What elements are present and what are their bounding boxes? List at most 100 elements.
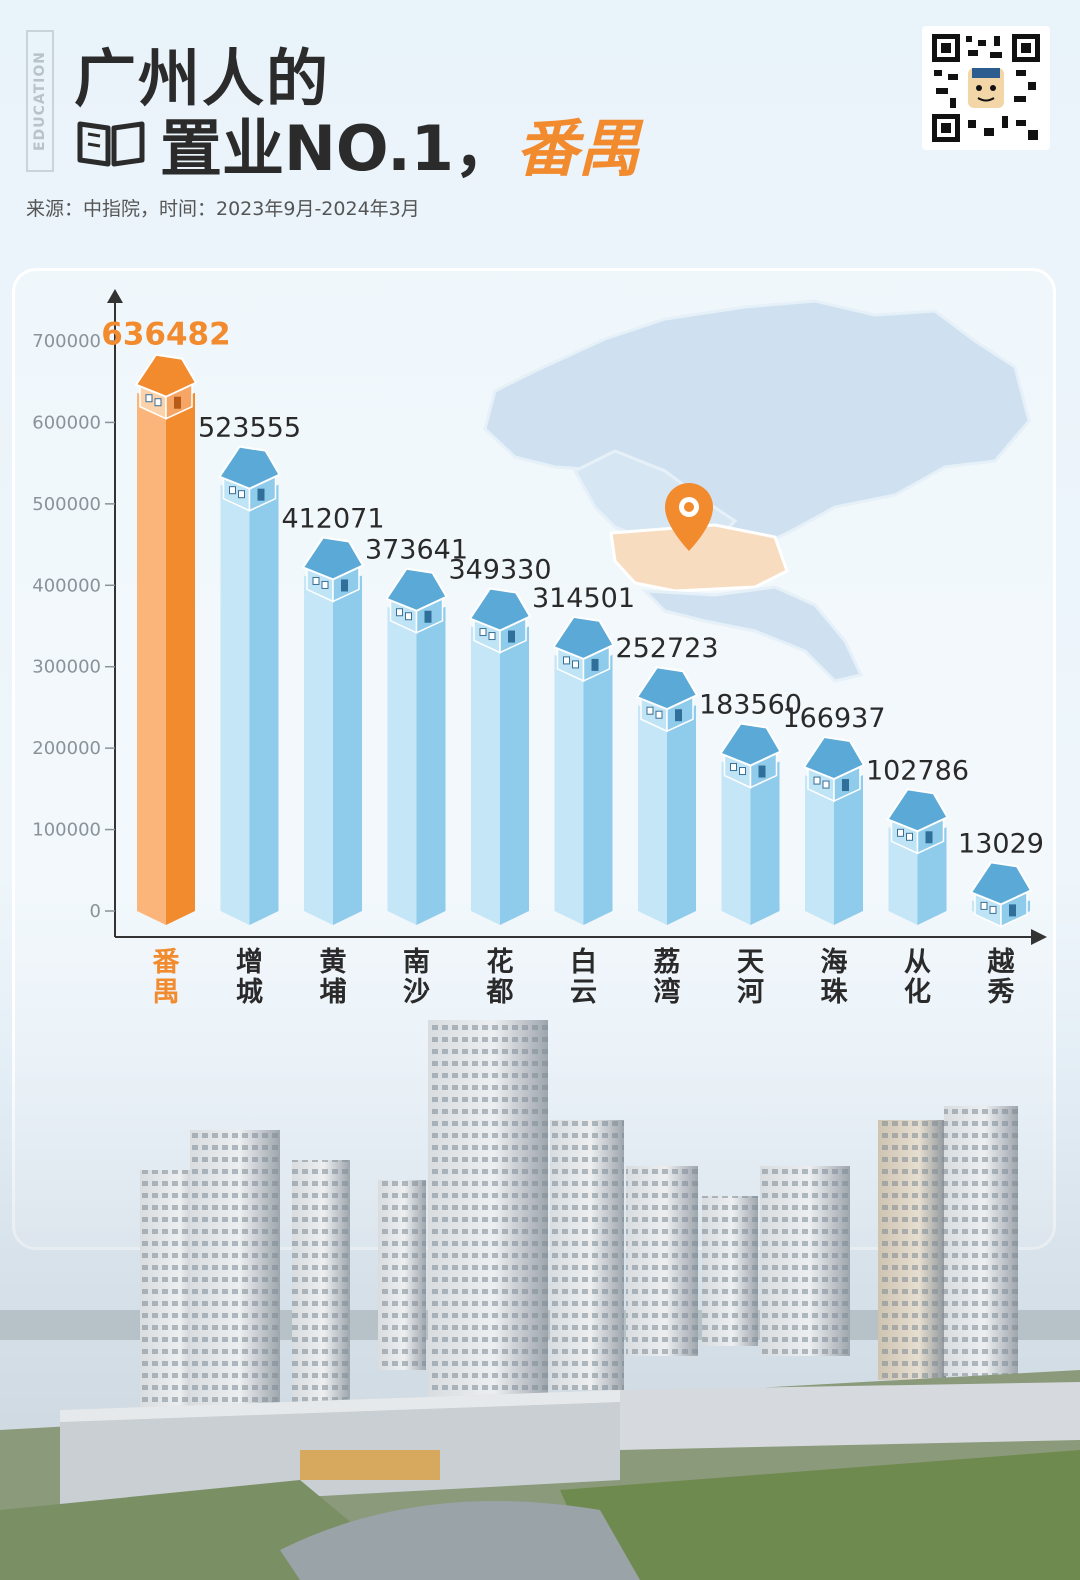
- house-icon: [468, 587, 532, 654]
- x-category-label: 南: [403, 947, 430, 978]
- house-icon: [551, 615, 615, 683]
- house-window: [405, 612, 412, 621]
- bar-chart: 0 100000 200000 300000 400000 500000 600000 700…: [32, 289, 1047, 1008]
- bar-side: [834, 775, 863, 925]
- y-tick-label: 200000: [32, 738, 101, 759]
- bar-group: [301, 536, 365, 925]
- qr-code-icon: [932, 34, 1040, 142]
- bar-side: [750, 761, 780, 925]
- house-window: [229, 486, 236, 495]
- location-pin-icon: [665, 483, 713, 551]
- house-window: [488, 632, 496, 641]
- bar-group: [551, 615, 615, 925]
- source-note: 来源：中指院，时间：2023年9月-2024年3月: [26, 198, 420, 220]
- education-tag: EDUCATION: [26, 30, 54, 172]
- bar-group: [969, 861, 1033, 928]
- house-door: [925, 831, 933, 844]
- bar-value-label: 636482: [101, 317, 230, 353]
- qr-code[interactable]: [922, 26, 1050, 150]
- house-roof: [301, 536, 365, 581]
- bar-value-label: 13029: [958, 828, 1044, 859]
- x-category-label: 增: [236, 946, 263, 978]
- house-roof: [384, 567, 448, 612]
- x-category-label: 海: [821, 947, 848, 978]
- x-category-label: 云: [570, 977, 597, 1008]
- house-window: [154, 398, 162, 407]
- house-door: [591, 658, 599, 671]
- x-category-label: 城: [236, 977, 263, 1008]
- x-category-label: 从: [904, 947, 931, 978]
- bar-side: [249, 484, 279, 925]
- x-category-label: 天: [737, 947, 764, 978]
- house-door: [424, 610, 432, 623]
- y-axis-arrow: [107, 289, 123, 303]
- house-roof: [802, 735, 866, 781]
- house-window: [479, 628, 487, 637]
- house-roof: [134, 353, 198, 398]
- y-tick-label: 400000: [32, 575, 101, 596]
- x-category-label: 白: [570, 946, 597, 978]
- title-line-2: 置业NO.1，番禺: [160, 98, 640, 188]
- house-roof: [635, 666, 699, 711]
- house-roof: [551, 615, 615, 660]
- bar: [888, 827, 918, 925]
- x-axis-arrow: [1031, 929, 1047, 945]
- house-icon: [802, 735, 866, 803]
- bar-side: [416, 606, 446, 925]
- house-window: [813, 776, 821, 785]
- house-icon: [134, 353, 198, 420]
- x-category-label: 黄: [320, 947, 347, 978]
- bar-side: [333, 575, 362, 925]
- house-icon: [635, 666, 699, 733]
- bar-value-label: 166937: [782, 703, 885, 734]
- house-door: [508, 630, 515, 643]
- bar: [137, 392, 166, 925]
- bar: [304, 575, 333, 925]
- house-window: [906, 832, 913, 841]
- x-category-label: 湾: [654, 976, 681, 1008]
- house-icon: [301, 536, 365, 603]
- house-window: [563, 656, 570, 665]
- house-window: [730, 763, 737, 772]
- house-roof: [468, 587, 532, 632]
- x-category-label: 番: [153, 947, 181, 978]
- title-line-2-prefix: 置业NO.1，: [160, 112, 516, 185]
- x-category-label: 河: [737, 977, 764, 1008]
- bar-group: [468, 587, 532, 925]
- house-window: [655, 710, 663, 719]
- bar-group: [217, 445, 281, 925]
- x-category-label: 珠: [821, 977, 849, 1008]
- guangzhou-map-background: [483, 299, 1031, 683]
- y-tick-label: 700000: [32, 331, 101, 352]
- house-icon: [217, 445, 281, 512]
- bar-value-label: 314501: [532, 583, 635, 614]
- house-icon: [885, 788, 949, 855]
- chart-axes: [107, 289, 1047, 945]
- house-window: [897, 828, 904, 837]
- house-window: [572, 660, 579, 669]
- house-window: [646, 706, 654, 715]
- bar-value-label: 183560: [699, 690, 802, 721]
- bar-group: [718, 722, 782, 925]
- y-tick-label: 100000: [32, 820, 101, 841]
- house-door: [758, 765, 766, 778]
- bar: [220, 484, 250, 925]
- x-category-label: 越: [988, 947, 1016, 978]
- x-category-label: 花: [487, 947, 514, 978]
- y-tick-label: 600000: [32, 412, 101, 433]
- bar: [471, 626, 500, 925]
- bar: [805, 775, 834, 925]
- x-axis-labels: 番禺 增城 黄埔 南沙 花都 白云 荔湾 天河 海珠 从化 越秀: [153, 946, 1016, 1008]
- bar-group: [885, 788, 949, 925]
- house-window: [739, 767, 746, 776]
- bar-side: [667, 705, 696, 925]
- house-window: [822, 780, 830, 789]
- house-door: [1009, 904, 1016, 917]
- house-window: [321, 580, 329, 589]
- x-category-label: 荔: [654, 947, 681, 978]
- x-category-label: 秀: [987, 977, 1015, 1008]
- house-icon: [718, 722, 782, 789]
- bar: [387, 606, 417, 925]
- y-tick-label: 500000: [32, 494, 101, 515]
